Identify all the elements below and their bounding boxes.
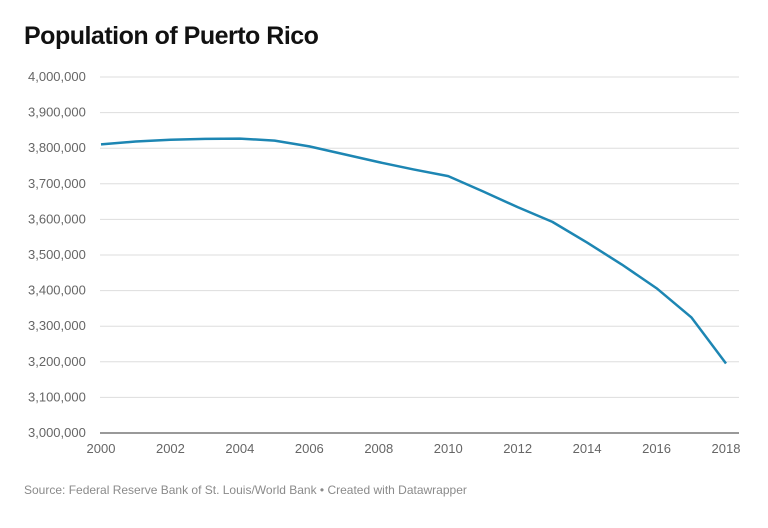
y-tick-label: 3,900,000 xyxy=(28,105,86,120)
population-line xyxy=(100,137,727,365)
y-tick-label: 3,000,000 xyxy=(28,425,86,440)
x-tick-label: 2000 xyxy=(87,441,116,456)
x-tick-label: 2004 xyxy=(225,441,254,456)
x-tick-label: 2018 xyxy=(712,441,741,456)
x-tick-label: 2008 xyxy=(364,441,393,456)
x-tick-label: 2002 xyxy=(156,441,185,456)
y-tick-label: 3,300,000 xyxy=(28,318,86,333)
y-tick-label: 3,200,000 xyxy=(28,354,86,369)
x-tick-label: 2010 xyxy=(434,441,463,456)
x-tick-label: 2012 xyxy=(503,441,532,456)
y-tick-label: 3,800,000 xyxy=(28,140,86,155)
y-tick-label: 3,500,000 xyxy=(28,247,86,262)
x-tick-label: 2014 xyxy=(573,441,602,456)
x-tick-label: 2016 xyxy=(642,441,671,456)
chart-title: Population of Puerto Rico xyxy=(24,22,319,50)
source-footer: Source: Federal Reserve Bank of St. Loui… xyxy=(24,483,467,497)
y-tick-label: 4,000,000 xyxy=(28,69,86,84)
x-tick-label: 2006 xyxy=(295,441,324,456)
y-tick-label: 3,400,000 xyxy=(28,283,86,298)
y-tick-label: 3,700,000 xyxy=(28,176,86,191)
y-tick-label: 3,100,000 xyxy=(28,389,86,404)
y-tick-label: 3,600,000 xyxy=(28,211,86,226)
